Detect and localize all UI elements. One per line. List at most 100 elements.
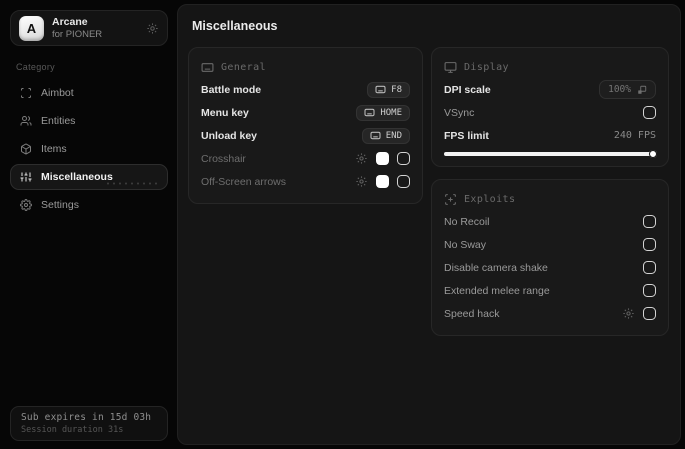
speed-hack-controls (622, 307, 656, 320)
offscreen-arrows-controls (355, 175, 410, 188)
setting-row-dpi-scale: DPI scale 100% (444, 78, 656, 101)
sidebar-item-label: Settings (41, 199, 79, 211)
exploits-card: Exploits No Recoil No Sway Disable camer… (431, 179, 669, 336)
exploits-card-header: Exploits (444, 188, 656, 210)
setting-row-crosshair: Crosshair (201, 147, 410, 170)
offscreen-arrows-checkbox[interactable] (397, 175, 410, 188)
keyboard-icon (370, 131, 381, 140)
dpi-scale-label: DPI scale (444, 83, 491, 96)
session-duration-text: Session duration 31s (21, 425, 124, 435)
offscreen-arrows-label: Off-Screen arrows (201, 175, 286, 188)
exploits-card-title: Exploits (464, 193, 516, 205)
category-label: Category (16, 62, 55, 72)
gear-icon[interactable] (355, 175, 368, 188)
gear-icon (20, 199, 32, 211)
extended-melee-range-checkbox[interactable] (643, 284, 656, 297)
general-card-header: General (201, 56, 410, 78)
setting-row-battle-mode: Battle mode F8 (201, 78, 410, 101)
crosshair-checkbox[interactable] (397, 152, 410, 165)
no-recoil-checkbox[interactable] (643, 215, 656, 228)
keybind-value: F8 (391, 84, 402, 95)
page-title: Miscellaneous (192, 19, 278, 33)
setting-row-disable-camera-shake: Disable camera shake (444, 256, 656, 279)
sliders-icon (20, 171, 32, 183)
keyboard-icon (375, 85, 386, 94)
gear-icon[interactable] (146, 22, 159, 35)
crosshair-color-swatch[interactable] (376, 152, 389, 165)
sidebar-item-aimbot[interactable]: Aimbot (10, 80, 168, 106)
setting-row-no-recoil: No Recoil (444, 210, 656, 233)
no-sway-checkbox[interactable] (643, 238, 656, 251)
active-item-dots-decoration (105, 182, 157, 185)
setting-row-menu-key: Menu key HOME (201, 101, 410, 124)
setting-row-no-sway: No Sway (444, 233, 656, 256)
setting-row-extended-melee-range: Extended melee range (444, 279, 656, 302)
sidebar-item-label: Miscellaneous (41, 171, 113, 183)
unload-key-label: Unload key (201, 129, 258, 142)
fps-limit-label: FPS limit (444, 129, 489, 142)
display-card: Display DPI scale 100% VSync (431, 47, 669, 167)
slider-knob[interactable] (649, 150, 657, 158)
dpi-scale-select[interactable]: 100% (599, 80, 656, 99)
display-card-title: Display (464, 61, 509, 73)
general-card: General Battle mode F8 Menu key (188, 47, 423, 204)
sidebar-nav: Aimbot Entities Items Miscellaneous (10, 80, 168, 218)
package-icon (20, 143, 32, 155)
sidebar-item-settings[interactable]: Settings (10, 192, 168, 218)
sidebar-item-label: Entities (41, 115, 76, 127)
app-subtitle: for PIONER (52, 28, 103, 40)
sidebar-item-entities[interactable]: Entities (10, 108, 168, 134)
sidebar-item-miscellaneous[interactable]: Miscellaneous (10, 164, 168, 190)
users-icon (20, 115, 32, 127)
vsync-checkbox[interactable] (643, 106, 656, 119)
monitor-icon (444, 61, 457, 74)
gear-icon[interactable] (355, 152, 368, 165)
keyboard-icon (201, 61, 214, 74)
disable-camera-shake-checkbox[interactable] (643, 261, 656, 274)
sidebar-item-items[interactable]: Items (10, 136, 168, 162)
brand-card: A Arcane for PIONER (10, 10, 168, 46)
content-columns: General Battle mode F8 Menu key (188, 47, 670, 336)
battle-mode-keybind[interactable]: F8 (367, 81, 410, 98)
keyboard-icon (364, 108, 375, 117)
setting-row-unload-key: Unload key END (201, 124, 410, 147)
general-card-title: General (221, 61, 266, 73)
no-recoil-label: No Recoil (444, 215, 490, 228)
left-column: General Battle mode F8 Menu key (188, 47, 423, 204)
scaling-icon (637, 85, 647, 95)
setting-row-speed-hack: Speed hack (444, 302, 656, 325)
menu-key-label: Menu key (201, 106, 249, 119)
gear-icon[interactable] (622, 307, 635, 320)
main-panel: Miscellaneous General Battle mode (177, 4, 681, 445)
sidebar-item-label: Aimbot (41, 87, 74, 99)
dpi-scale-value: 100% (608, 84, 631, 95)
disable-camera-shake-label: Disable camera shake (444, 261, 548, 274)
setting-row-vsync: VSync (444, 101, 656, 124)
setting-row-offscreen-arrows: Off-Screen arrows (201, 170, 410, 193)
battle-mode-label: Battle mode (201, 83, 262, 96)
app-name: Arcane (52, 16, 88, 28)
vsync-label: VSync (444, 106, 475, 119)
sidebar-item-label: Items (41, 143, 67, 155)
setting-row-fps-limit: FPS limit 240 FPS (444, 124, 656, 147)
exploit-target-icon (444, 193, 457, 206)
brand-text: Arcane for PIONER (52, 16, 138, 40)
display-card-header: Display (444, 56, 656, 78)
speed-hack-checkbox[interactable] (643, 307, 656, 320)
subscription-info-card: Sub expires in 15d 03h Session duration … (10, 406, 168, 441)
offscreen-arrows-color-swatch[interactable] (376, 175, 389, 188)
scan-icon (20, 87, 32, 99)
no-sway-label: No Sway (444, 238, 487, 251)
speed-hack-label: Speed hack (444, 307, 500, 320)
crosshair-controls (355, 152, 410, 165)
crosshair-label: Crosshair (201, 152, 246, 165)
keybind-value: HOME (380, 107, 402, 118)
sub-expires-text: Sub expires in 15d 03h (21, 412, 152, 423)
app-logo: A (19, 15, 44, 41)
unload-key-keybind[interactable]: END (361, 127, 410, 144)
menu-key-keybind[interactable]: HOME (356, 104, 410, 121)
fps-limit-value: 240 FPS (613, 130, 656, 141)
fps-limit-slider[interactable] (444, 150, 657, 158)
keybind-value: END (385, 130, 402, 141)
